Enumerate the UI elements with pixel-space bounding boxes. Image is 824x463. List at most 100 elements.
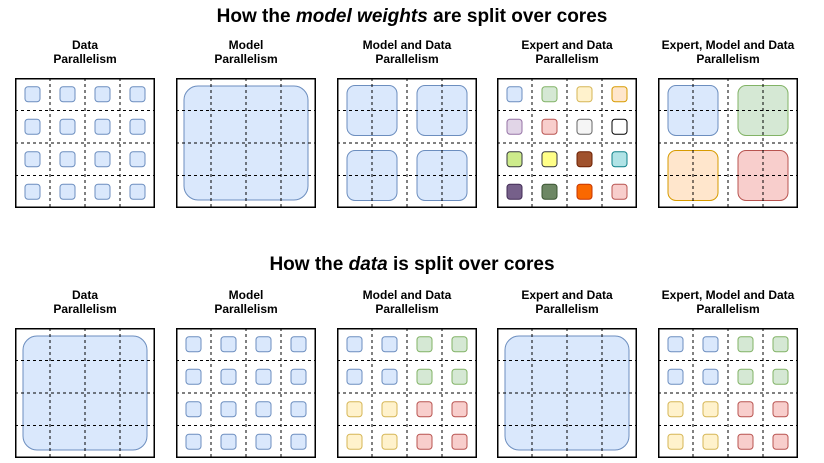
panel-label-line2: Parallelism xyxy=(375,302,439,316)
panel-label: Model Parallelism xyxy=(156,38,336,66)
shard-block xyxy=(381,336,398,353)
grid-border xyxy=(15,328,155,458)
shard-block xyxy=(416,336,433,353)
shard-block xyxy=(220,433,237,450)
shard-block xyxy=(702,368,719,385)
shard-block xyxy=(772,368,789,385)
shard-block xyxy=(541,151,558,168)
panel-label-line1: Model xyxy=(228,288,264,302)
data-panel-4: Expert and Data Parallelism xyxy=(497,288,637,460)
panel-label-line2: Parallelism xyxy=(696,52,760,66)
shard-block xyxy=(346,336,363,353)
core-grid-svg xyxy=(337,328,477,458)
data-panel-3: Model and Data Parallelism xyxy=(337,288,477,460)
panel-label-line1: Data xyxy=(71,288,98,302)
shard-block xyxy=(185,433,202,450)
weights-panel-4: Expert and Data Parallelism xyxy=(497,38,637,210)
shard-block xyxy=(541,86,558,103)
data-panel-5: Expert, Model and Data Parallelism xyxy=(658,288,798,460)
weights-title-pre: How the xyxy=(216,6,296,27)
shard-block xyxy=(255,368,272,385)
shard-block xyxy=(702,401,719,418)
core-grid xyxy=(658,328,798,458)
grid-border xyxy=(15,78,155,208)
shard-block xyxy=(667,368,684,385)
data-title-post: is split over cores xyxy=(387,254,555,275)
shard-block xyxy=(24,151,41,168)
shard-block xyxy=(346,401,363,418)
data-row-title: How the data is split over cores xyxy=(0,254,824,276)
panel-label-line2: Parallelism xyxy=(375,52,439,66)
core-grid-svg xyxy=(497,78,637,208)
shard-block xyxy=(416,368,433,385)
shard-block xyxy=(451,433,468,450)
shard-block xyxy=(220,401,237,418)
panel-label: Expert and Data Parallelism xyxy=(477,288,657,316)
grid-border xyxy=(176,78,316,208)
shard-block xyxy=(416,401,433,418)
core-grid xyxy=(15,328,155,458)
shard-block xyxy=(381,368,398,385)
grid-border xyxy=(658,78,798,208)
core-grid-svg xyxy=(337,78,477,208)
shard-block xyxy=(185,401,202,418)
shard-block xyxy=(346,433,363,450)
shard-block xyxy=(576,118,593,135)
panel-label-line2: Parallelism xyxy=(535,302,599,316)
shard-block xyxy=(611,183,628,200)
panel-label-line2: Parallelism xyxy=(535,52,599,66)
shard-block xyxy=(451,401,468,418)
core-grid-svg xyxy=(15,328,155,458)
panel-label: Expert, Model and Data Parallelism xyxy=(638,38,818,66)
data-panel-2: Model Parallelism xyxy=(176,288,316,460)
shard-block xyxy=(506,151,523,168)
core-grid xyxy=(176,78,316,208)
shard-block xyxy=(576,86,593,103)
shard-block xyxy=(290,336,307,353)
shard-block xyxy=(737,368,754,385)
core-grid-svg xyxy=(176,328,316,458)
panel-label-line1: Expert and Data xyxy=(521,38,613,52)
shard-block xyxy=(255,336,272,353)
grid-border xyxy=(337,328,477,458)
data-title-pre: How the xyxy=(269,254,349,275)
shard-block xyxy=(737,433,754,450)
shard-block xyxy=(59,183,76,200)
shard-block xyxy=(220,368,237,385)
shard-block xyxy=(24,183,41,200)
weights-panel-3: Model and Data Parallelism xyxy=(337,38,477,210)
shard-block xyxy=(129,118,146,135)
grid-border xyxy=(497,328,637,458)
data-title-emphasis: data xyxy=(348,254,388,275)
shard-block xyxy=(59,118,76,135)
panel-label: Model Parallelism xyxy=(156,288,336,316)
panel-label: Expert and Data Parallelism xyxy=(477,38,657,66)
core-grid-svg xyxy=(497,328,637,458)
weights-panel-5: Expert, Model and Data Parallelism xyxy=(658,38,798,210)
data-panel-1: Data Parallelism xyxy=(15,288,155,460)
panel-label: Expert, Model and Data Parallelism xyxy=(638,288,818,316)
weights-panel-2: Model Parallelism xyxy=(176,38,316,210)
weights-row-title: How the model weights are split over cor… xyxy=(0,6,824,28)
weights-title-post: are split over cores xyxy=(427,6,608,27)
shard-block xyxy=(94,118,111,135)
shard-block xyxy=(506,86,523,103)
shard-block xyxy=(59,151,76,168)
shard-block xyxy=(576,151,593,168)
shard-block xyxy=(129,151,146,168)
panel-label-line2: Parallelism xyxy=(53,302,117,316)
core-grid-svg xyxy=(176,78,316,208)
panel-label: Model and Data Parallelism xyxy=(317,38,497,66)
core-grid xyxy=(337,328,477,458)
panel-label-line1: Model xyxy=(228,38,264,52)
shard-block xyxy=(24,118,41,135)
shard-block xyxy=(94,151,111,168)
core-grid xyxy=(658,78,798,208)
shard-block xyxy=(185,368,202,385)
panel-label-line1: Expert and Data xyxy=(521,288,613,302)
panel-label: Data Parallelism xyxy=(0,288,175,316)
panel-label-line2: Parallelism xyxy=(214,52,278,66)
shard-block xyxy=(255,433,272,450)
core-grid-svg xyxy=(15,78,155,208)
shard-block xyxy=(667,433,684,450)
